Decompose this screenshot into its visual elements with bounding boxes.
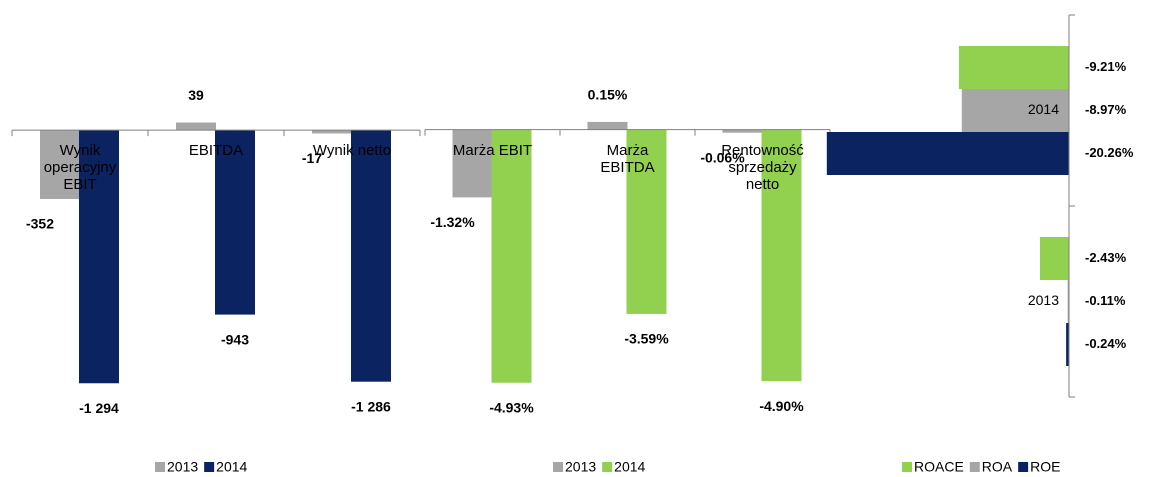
- bar: [452, 129, 493, 198]
- bar: [215, 130, 255, 315]
- bar: [961, 89, 1069, 132]
- legend-label: ROE: [1030, 459, 1060, 475]
- category-label: 2013: [1028, 292, 1059, 308]
- legend-swatch: [204, 462, 215, 472]
- data-label: -1 294: [79, 400, 119, 416]
- legend-swatch: [553, 462, 563, 472]
- legend-label: 2013: [565, 459, 596, 475]
- data-label: 0.15%: [588, 87, 628, 103]
- data-label: -9.21%: [1085, 59, 1127, 74]
- legend-label: ROACE: [914, 459, 964, 475]
- data-label: -1 286: [351, 398, 391, 414]
- bar: [761, 129, 802, 382]
- category-label: Marża EBIT: [452, 141, 533, 159]
- data-label: -3.59%: [624, 331, 669, 347]
- category-label: Wynik operacyjny EBIT: [43, 142, 117, 194]
- data-label: -943: [221, 331, 249, 347]
- bar: [79, 130, 119, 384]
- data-label: -352: [26, 216, 54, 232]
- category-label: Marża EBITDA: [600, 141, 655, 176]
- legend-swatch: [155, 462, 165, 472]
- bar: [587, 121, 628, 130]
- legend-swatch: [969, 462, 980, 472]
- category-label: Rentowność sprzedaży netto: [721, 141, 804, 193]
- data-label: -4.90%: [759, 398, 804, 414]
- data-label: -1.32%: [430, 214, 475, 230]
- data-label: -2.43%: [1085, 250, 1127, 265]
- legend-swatch: [602, 462, 613, 472]
- bar: [958, 46, 1069, 89]
- data-label: -0.06%: [700, 149, 745, 165]
- data-label: -4.93%: [489, 399, 534, 415]
- bar: [312, 130, 352, 134]
- data-label: -8.97%: [1085, 102, 1127, 117]
- category-label: Wynik netto: [312, 142, 392, 160]
- data-label: -20.26%: [1085, 145, 1134, 160]
- category-label: 2014: [1028, 101, 1059, 117]
- data-label: -17: [302, 150, 322, 166]
- bar: [1066, 323, 1069, 366]
- legend-label: ROA: [982, 459, 1013, 475]
- bar: [491, 129, 532, 383]
- bar: [1067, 280, 1069, 323]
- bar: [1039, 237, 1069, 280]
- legend-label: 2014: [614, 459, 645, 475]
- bar: [351, 130, 391, 382]
- legend-swatch: [902, 462, 912, 472]
- bar: [626, 129, 667, 314]
- legend-swatch: [1018, 462, 1029, 472]
- bar: [826, 132, 1069, 175]
- data-label: -0.11%: [1085, 293, 1126, 308]
- legend-label: 2013: [167, 459, 198, 475]
- bar: [176, 122, 216, 131]
- bar: [40, 130, 80, 199]
- data-label: -0.24%: [1085, 336, 1127, 351]
- data-label: 39: [188, 87, 204, 103]
- bar: [722, 129, 763, 133]
- legend-label: 2014: [216, 459, 247, 475]
- category-label: EBITDA: [188, 142, 244, 160]
